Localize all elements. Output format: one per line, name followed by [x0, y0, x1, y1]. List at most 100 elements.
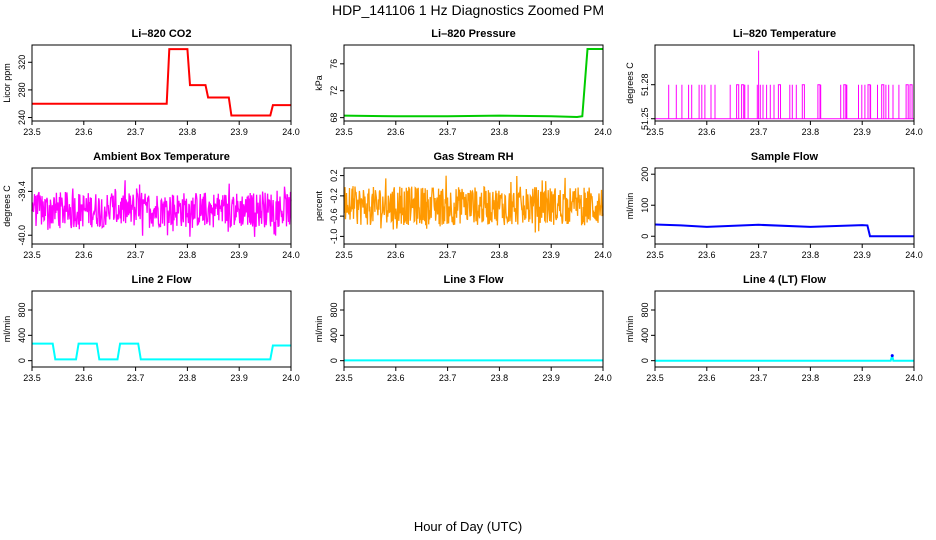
panel-1: Li–820 CO2 23.5 23.6 23.7 23.8 23.9 24.0 240 280… — [2, 28, 300, 137]
panel-title: Sample Flow — [751, 151, 819, 163]
x-tick-label: 23.5 — [23, 127, 41, 137]
x-tick-label: 23.9 — [542, 127, 560, 137]
x-tick-label: 23.5 — [646, 373, 664, 383]
y-tick-label: -0.2 — [329, 188, 339, 204]
figure-title: HDP_141106 1 Hz Diagnostics Zoomed PM — [332, 2, 604, 18]
y-tick-label: 800 — [640, 302, 650, 317]
y-axis-label: degrees C — [2, 185, 12, 227]
x-tick-label: 23.7 — [127, 373, 145, 383]
y-tick-label: 51.28 — [640, 73, 650, 96]
x-tick-label: 23.7 — [439, 250, 457, 260]
y-tick-label: 100 — [640, 198, 650, 213]
plot-frame — [343, 44, 604, 122]
x-tick-label: 23.6 — [75, 373, 93, 383]
y-tick-label: 0 — [640, 234, 650, 239]
x-tick-label: 23.6 — [698, 373, 716, 383]
x-tick-label: 24.0 — [282, 250, 300, 260]
y-tick-label: 0 — [17, 358, 27, 363]
x-tick-label: 23.5 — [335, 373, 353, 383]
x-tick-label: 23.7 — [750, 373, 768, 383]
panel-title: Li–820 Temperature — [733, 28, 836, 40]
x-tick-label: 23.6 — [698, 127, 716, 137]
y-tick-label: 0.2 — [329, 169, 339, 182]
plot-frame — [654, 290, 915, 368]
y-tick-label: -1.0 — [329, 229, 339, 245]
panel-2: Li–820 Pressure 23.5 23.6 23.7 23.8 23.9 24.0 6… — [314, 28, 612, 137]
y-axis-label: ml/min — [2, 316, 12, 343]
x-tick-label: 23.5 — [23, 250, 41, 260]
plot-frame — [654, 167, 915, 245]
series-line — [32, 48, 291, 117]
x-tick-label: 23.7 — [439, 373, 457, 383]
x-tick-label: 23.8 — [179, 127, 197, 137]
y-axis-label: ml/min — [625, 193, 635, 220]
x-tick-label: 24.0 — [282, 373, 300, 383]
x-tick-label: 23.8 — [491, 250, 509, 260]
x-tick-label: 24.0 — [905, 250, 923, 260]
y-tick-label: 800 — [329, 302, 339, 317]
x-tick-label: 23.6 — [387, 373, 405, 383]
x-tick-label: 23.6 — [387, 127, 405, 137]
x-tick-label: 23.7 — [750, 250, 768, 260]
series-line — [31, 180, 292, 237]
x-tick-label: 23.6 — [698, 250, 716, 260]
figure-xlabel: Hour of Day (UTC) — [414, 519, 522, 534]
x-tick-label: 23.9 — [542, 373, 560, 383]
series-line — [32, 342, 291, 361]
x-tick-label: 23.6 — [387, 250, 405, 260]
panel-title: Gas Stream RH — [433, 151, 513, 163]
series-line — [655, 50, 914, 120]
panel-5: Gas Stream RH 23.5 23.6 23.7 23.8 23.9 24.0 -1.… — [314, 151, 612, 260]
y-axis-label: ml/min — [625, 316, 635, 343]
y-tick-label: -39.4 — [17, 181, 27, 202]
panels-group: Li–820 CO2 23.5 23.6 23.7 23.8 23.9 24.0 240 280… — [2, 28, 923, 383]
y-tick-label: -40.0 — [17, 225, 27, 246]
panel-6: Sample Flow 23.5 23.6 23.7 23.8 23.9 24.0 0 100 2… — [625, 151, 923, 260]
x-tick-label: 23.5 — [23, 373, 41, 383]
y-tick-label: 200 — [640, 167, 650, 182]
panel-9: Line 4 (LT) Flow 23.5 23.6 23.7 23.8 23.9 24.0… — [625, 274, 923, 383]
y-axis-label: Licor ppm — [2, 63, 12, 103]
x-tick-label: 23.9 — [853, 373, 871, 383]
x-tick-label: 23.5 — [646, 127, 664, 137]
plot-frame — [654, 44, 915, 122]
x-tick-label: 23.9 — [230, 373, 248, 383]
x-tick-label: 24.0 — [905, 127, 923, 137]
y-tick-label: 76 — [329, 59, 339, 69]
panel-3: Li–820 Temperature 23.5 23.6 23.7 23.8 23.9 24… — [625, 28, 923, 137]
y-axis-label: percent — [314, 190, 324, 221]
y-tick-label: 240 — [17, 110, 27, 125]
x-tick-label: 23.7 — [127, 250, 145, 260]
panel-title: Li–820 CO2 — [132, 28, 192, 40]
x-tick-label: 23.7 — [439, 127, 457, 137]
series-line — [343, 48, 603, 119]
x-tick-label: 23.9 — [542, 250, 560, 260]
x-tick-label: 23.5 — [335, 250, 353, 260]
x-tick-label: 23.8 — [802, 373, 820, 383]
panel-title: Line 3 Flow — [444, 274, 504, 286]
plot-frame — [31, 44, 292, 122]
x-tick-label: 24.0 — [594, 127, 612, 137]
x-tick-label: 23.7 — [127, 127, 145, 137]
x-tick-label: 23.7 — [750, 127, 768, 137]
x-tick-label: 23.8 — [802, 250, 820, 260]
series-line — [343, 175, 604, 233]
series-line — [654, 223, 914, 238]
panel-7: Line 2 Flow 23.5 23.6 23.7 23.8 23.9 24.0 0 400 8… — [2, 274, 300, 383]
y-tick-label: 0 — [640, 358, 650, 363]
plot-frame — [31, 167, 292, 245]
plot-frame — [343, 167, 604, 245]
x-tick-label: 24.0 — [594, 373, 612, 383]
panel-4: Ambient Box Temperature 23.5 23.6 23.7 23.8 2… — [2, 151, 300, 260]
y-tick-label: 72 — [329, 86, 339, 96]
series-line — [655, 355, 914, 362]
y-tick-label: 51.25 — [640, 107, 650, 130]
x-tick-label: 23.9 — [853, 250, 871, 260]
x-tick-label: 23.5 — [335, 127, 353, 137]
data-point — [890, 354, 894, 358]
x-tick-label: 24.0 — [905, 373, 923, 383]
x-tick-label: 23.5 — [646, 250, 664, 260]
y-axis-label: degrees C — [625, 62, 635, 104]
y-tick-label: 280 — [17, 82, 27, 97]
